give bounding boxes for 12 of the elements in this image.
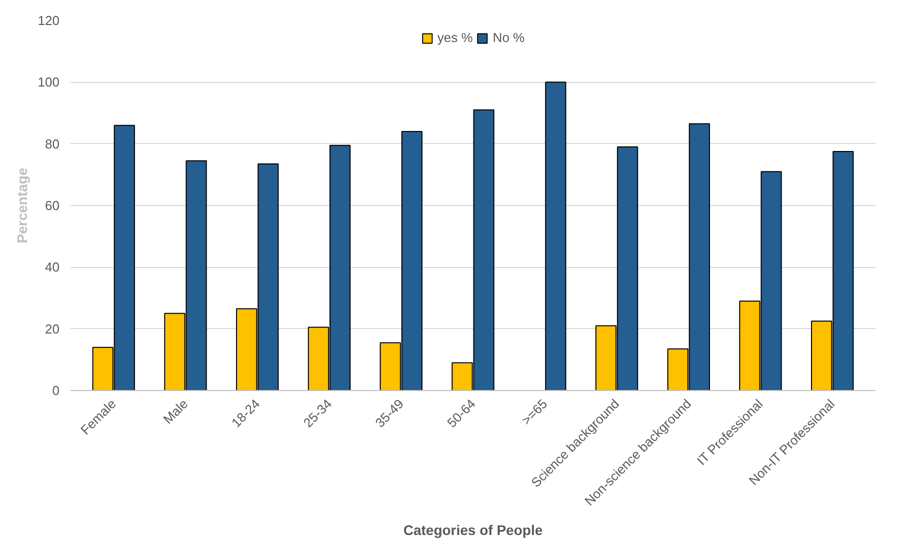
y-tick-label: 80 — [45, 136, 60, 152]
legend-label: No % — [492, 30, 525, 45]
y-tick-label: 20 — [45, 321, 60, 336]
y-tick-label: 0 — [52, 383, 60, 398]
y-tick-label: 60 — [45, 198, 60, 213]
y-axis-title: Percentage — [14, 168, 30, 244]
x-axis-title: Categories of People — [403, 522, 543, 538]
y-tick-label: 120 — [38, 13, 60, 28]
bar — [545, 82, 566, 390]
y-tick-label: 40 — [45, 260, 60, 275]
y-tick-label: 100 — [38, 74, 60, 90]
legend-label: yes % — [437, 30, 473, 45]
